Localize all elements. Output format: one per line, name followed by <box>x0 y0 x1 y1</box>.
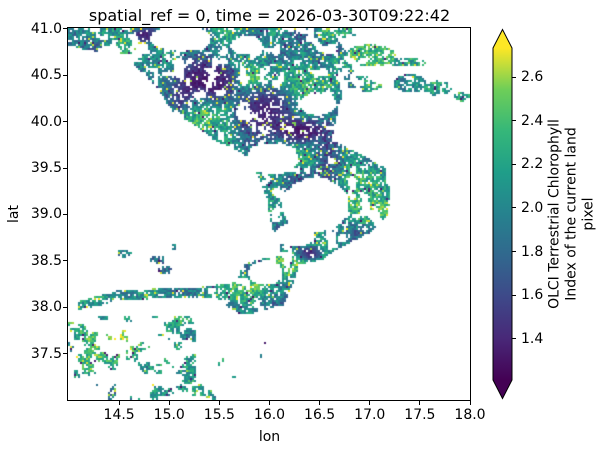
colorbar-tick-label: 1.4 <box>521 330 544 347</box>
x-tick <box>218 401 220 405</box>
y-tick <box>63 306 67 308</box>
y-tick <box>63 28 67 30</box>
colorbar-tick-label: 2.2 <box>521 156 544 173</box>
colorbar-tick-label: 2.4 <box>521 112 544 129</box>
x-tick-label: 16.0 <box>253 407 286 423</box>
y-tick <box>63 121 67 123</box>
x-tick-label: 15.5 <box>203 407 235 423</box>
x-tick-label: 16.5 <box>304 407 336 423</box>
x-tick-label: 15.0 <box>153 407 185 423</box>
colorbar-tick-label: 1.8 <box>521 243 544 260</box>
colorbar-tick <box>512 207 516 209</box>
y-tick <box>63 167 67 169</box>
chart-title: spatial_ref = 0, time = 2026-03-30T09:22… <box>88 6 451 25</box>
y-tick-label: 40.0 <box>30 113 62 130</box>
y-tick <box>63 260 67 262</box>
colorbar <box>492 28 513 400</box>
colorbar-tick <box>512 251 516 253</box>
colorbar-label: OLCI Terrestrial Chlorophyll Index of th… <box>546 119 597 309</box>
x-tick-label: 17.5 <box>404 407 436 423</box>
map-canvas <box>68 28 470 400</box>
colorbar-tick <box>512 76 516 78</box>
y-tick-label: 39.5 <box>30 160 62 177</box>
y-tick-label: 37.5 <box>30 345 62 362</box>
y-axis-label: lat <box>6 205 22 223</box>
colorbar-tick-label: 2.0 <box>521 199 544 216</box>
colorbar-gradient-bar <box>492 28 513 400</box>
colorbar-tick <box>512 120 516 122</box>
y-tick <box>63 353 67 355</box>
x-tick <box>319 401 321 405</box>
x-tick-label: 17.0 <box>354 407 386 423</box>
x-tick <box>168 401 170 405</box>
colorbar-tick-label: 2.6 <box>521 69 544 86</box>
y-tick-label: 41.0 <box>30 20 62 37</box>
x-tick <box>419 401 421 405</box>
y-tick-label: 38.0 <box>30 299 62 316</box>
colorbar-tick <box>512 338 516 340</box>
x-tick-label: 18.0 <box>454 407 486 423</box>
x-axis-label: lon <box>258 429 281 445</box>
x-tick <box>469 401 471 405</box>
y-tick-label: 39.0 <box>30 206 62 223</box>
x-tick <box>269 401 270 405</box>
x-tick-label: 14.5 <box>103 407 135 423</box>
y-tick <box>63 74 67 76</box>
x-tick <box>369 401 371 405</box>
y-tick <box>63 213 67 215</box>
y-tick-label: 40.5 <box>30 67 62 84</box>
y-tick-label: 38.5 <box>30 252 62 269</box>
plot-area <box>67 27 471 401</box>
colorbar-tick <box>512 163 516 165</box>
x-tick <box>118 401 120 405</box>
colorbar-tick <box>512 294 516 296</box>
colorbar-tick-label: 1.6 <box>521 287 544 304</box>
